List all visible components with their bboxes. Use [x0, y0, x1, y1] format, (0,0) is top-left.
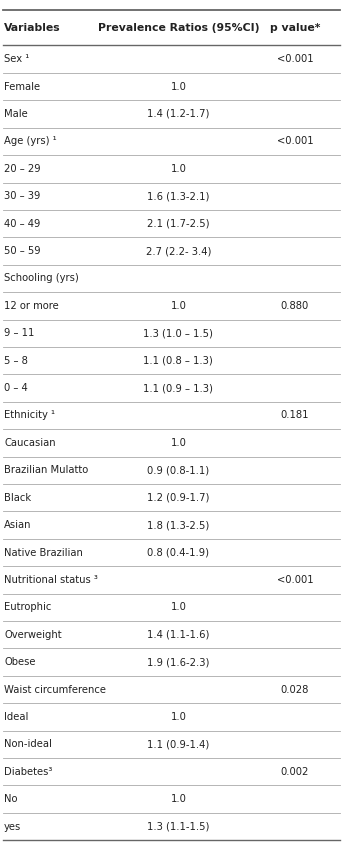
Text: 50 – 59: 50 – 59 — [4, 246, 41, 256]
Text: Overweight: Overweight — [4, 630, 62, 640]
Text: 1.3 (1.1-1.5): 1.3 (1.1-1.5) — [147, 822, 210, 832]
Text: 1.1 (0.9-1.4): 1.1 (0.9-1.4) — [147, 739, 210, 749]
Text: 1.0: 1.0 — [170, 794, 186, 804]
Text: 0.9 (0.8-1.1): 0.9 (0.8-1.1) — [147, 466, 210, 475]
Text: Variables: Variables — [4, 23, 61, 33]
Text: 40 – 49: 40 – 49 — [4, 219, 40, 229]
Text: 2.1 (1.7-2.5): 2.1 (1.7-2.5) — [147, 219, 210, 229]
Text: 0.028: 0.028 — [281, 685, 309, 695]
Text: 1.4 (1.1-1.6): 1.4 (1.1-1.6) — [147, 630, 210, 640]
Text: 1.2 (0.9-1.7): 1.2 (0.9-1.7) — [147, 493, 210, 503]
Text: yes: yes — [4, 822, 21, 832]
Text: Nutritional status ³: Nutritional status ³ — [4, 575, 98, 585]
Text: 1.0: 1.0 — [170, 164, 186, 173]
Text: 0.181: 0.181 — [281, 411, 309, 420]
Text: Age (yrs) ¹: Age (yrs) ¹ — [4, 136, 57, 147]
Text: 0.002: 0.002 — [281, 767, 309, 777]
Text: Black: Black — [4, 493, 31, 503]
Text: 9 – 11: 9 – 11 — [4, 328, 35, 338]
Text: Schooling (yrs): Schooling (yrs) — [4, 274, 79, 284]
Text: 1.0: 1.0 — [170, 438, 186, 448]
Text: Native Brazilian: Native Brazilian — [4, 547, 83, 557]
Text: 1.3 (1.0 – 1.5): 1.3 (1.0 – 1.5) — [143, 328, 213, 338]
Text: 1.0: 1.0 — [170, 301, 186, 311]
Text: Brazilian Mulatto: Brazilian Mulatto — [4, 466, 88, 475]
Text: 1.4 (1.2-1.7): 1.4 (1.2-1.7) — [147, 109, 210, 119]
Text: Waist circumference: Waist circumference — [4, 685, 106, 695]
Text: Ethnicity ¹: Ethnicity ¹ — [4, 411, 55, 420]
Text: 1.0: 1.0 — [170, 602, 186, 612]
Text: 1.0: 1.0 — [170, 82, 186, 92]
Text: 1.1 (0.9 – 1.3): 1.1 (0.9 – 1.3) — [143, 383, 213, 393]
Text: 20 – 29: 20 – 29 — [4, 164, 41, 173]
Text: Prevalence Ratios (95%CI): Prevalence Ratios (95%CI) — [98, 23, 259, 33]
Text: Asian: Asian — [4, 520, 32, 530]
Text: Male: Male — [4, 109, 28, 119]
Text: <0.001: <0.001 — [277, 54, 313, 64]
Text: p value*: p value* — [270, 23, 320, 33]
Text: <0.001: <0.001 — [277, 575, 313, 585]
Text: 1.8 (1.3-2.5): 1.8 (1.3-2.5) — [147, 520, 210, 530]
Text: 2.7 (2.2- 3.4): 2.7 (2.2- 3.4) — [146, 246, 211, 256]
Text: 0 – 4: 0 – 4 — [4, 383, 28, 393]
Text: 1.9 (1.6-2.3): 1.9 (1.6-2.3) — [147, 657, 210, 667]
Text: Obese: Obese — [4, 657, 36, 667]
Text: 5 – 8: 5 – 8 — [4, 355, 28, 365]
Text: 30 – 39: 30 – 39 — [4, 191, 40, 201]
Text: Ideal: Ideal — [4, 712, 28, 722]
Text: Caucasian: Caucasian — [4, 438, 56, 448]
Text: Sex ¹: Sex ¹ — [4, 54, 29, 64]
Text: No: No — [4, 794, 17, 804]
Text: Non-ideal: Non-ideal — [4, 739, 52, 749]
Text: <0.001: <0.001 — [277, 136, 313, 147]
Text: 1.6 (1.3-2.1): 1.6 (1.3-2.1) — [147, 191, 210, 201]
Text: 1.1 (0.8 – 1.3): 1.1 (0.8 – 1.3) — [143, 355, 213, 365]
Text: 12 or more: 12 or more — [4, 301, 59, 311]
Text: Eutrophic: Eutrophic — [4, 602, 51, 612]
Text: 1.0: 1.0 — [170, 712, 186, 722]
Text: 0.8 (0.4-1.9): 0.8 (0.4-1.9) — [147, 547, 209, 557]
Text: 0.880: 0.880 — [281, 301, 309, 311]
Text: Diabetes³: Diabetes³ — [4, 767, 52, 777]
Text: Female: Female — [4, 82, 40, 92]
